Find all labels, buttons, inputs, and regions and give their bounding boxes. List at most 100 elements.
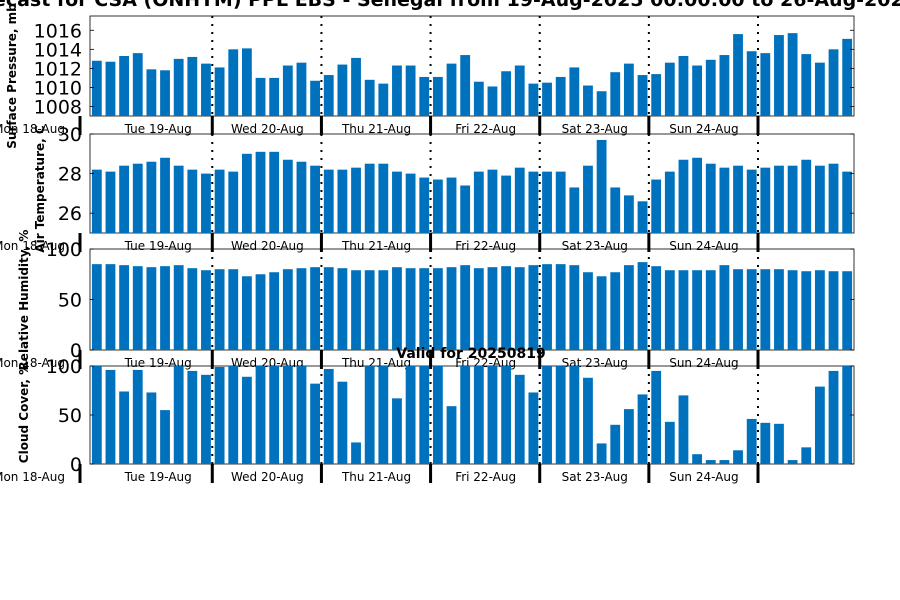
bar <box>774 423 784 464</box>
bar <box>787 33 798 116</box>
bar <box>814 62 825 116</box>
bar <box>187 370 198 464</box>
bar <box>828 370 839 464</box>
bar <box>460 366 471 464</box>
y-tick-label: 28 <box>58 164 82 186</box>
bar <box>814 270 825 350</box>
bar <box>241 376 252 464</box>
bar <box>623 409 634 464</box>
bar <box>119 391 130 464</box>
bar <box>542 264 552 350</box>
bar <box>678 270 689 350</box>
bar <box>814 386 825 464</box>
bar <box>296 161 307 233</box>
bar <box>146 267 157 350</box>
x-tick-label: Thu 21-Aug <box>341 122 411 136</box>
bar <box>337 268 348 350</box>
bar <box>132 163 143 233</box>
bar <box>310 80 321 116</box>
bar <box>828 49 839 116</box>
bar <box>432 179 443 233</box>
bar <box>473 268 484 350</box>
bar <box>555 76 566 116</box>
bar <box>91 169 102 233</box>
bar <box>692 270 703 350</box>
bar <box>91 264 102 350</box>
bar <box>801 447 812 464</box>
bar <box>569 187 580 233</box>
bar <box>378 163 389 233</box>
bar <box>201 270 211 350</box>
bar <box>132 266 143 350</box>
bar <box>446 267 457 350</box>
bar <box>651 179 662 233</box>
x-tick-label: Mon 18-Aug <box>0 239 65 253</box>
bar <box>760 53 771 116</box>
bar <box>651 370 662 464</box>
bar <box>596 91 607 116</box>
bar <box>842 366 853 464</box>
x-tick-label: Sun 24-Aug <box>669 122 738 136</box>
bar <box>473 366 484 464</box>
x-tick-label: Fri 22-Aug <box>455 356 516 370</box>
bar <box>746 418 757 464</box>
bar <box>405 65 416 116</box>
bar <box>842 171 853 233</box>
x-tick-label: Sun 24-Aug <box>669 239 738 253</box>
y-tick-label: 1014 <box>34 39 82 61</box>
bar <box>201 63 211 116</box>
axes-frame <box>89 15 855 117</box>
y-axis-label: Air Temperature, C <box>33 125 47 253</box>
bar <box>160 157 170 233</box>
bar <box>705 460 716 464</box>
bar <box>487 169 498 233</box>
bar <box>664 421 675 464</box>
bar <box>842 38 853 116</box>
bar <box>610 187 621 233</box>
bar <box>146 392 157 464</box>
bar <box>774 35 784 116</box>
bar <box>569 67 580 116</box>
bar <box>364 79 375 116</box>
bar <box>255 151 266 233</box>
bar <box>187 268 198 350</box>
bar <box>378 366 389 464</box>
y-tick-label: 30 <box>58 124 82 146</box>
bar <box>828 271 839 350</box>
bar <box>514 267 525 350</box>
bar <box>583 272 593 350</box>
x-tick-label: Sat 23-Aug <box>562 239 628 253</box>
bar <box>719 55 730 116</box>
bar <box>255 366 266 464</box>
bar <box>419 177 430 233</box>
bar <box>446 177 457 233</box>
x-tick-label: Mon 18-Aug <box>0 356 65 370</box>
y-tick-label: 1016 <box>34 20 82 42</box>
y-tick-label: 50 <box>58 405 82 427</box>
y-tick-label: 1010 <box>34 77 82 99</box>
bar <box>692 65 703 116</box>
bar <box>801 54 812 116</box>
bar <box>282 65 293 116</box>
bar <box>774 269 784 350</box>
bar <box>323 75 334 116</box>
bar <box>678 159 689 233</box>
bar <box>637 262 648 350</box>
bar <box>241 48 252 116</box>
bar <box>323 368 334 464</box>
bar <box>583 85 593 116</box>
x-tick-label: Tue 19-Aug <box>124 239 192 253</box>
bar <box>569 265 580 350</box>
bar <box>228 366 239 464</box>
bar <box>473 81 484 116</box>
bar <box>269 151 280 233</box>
bar <box>351 167 361 233</box>
bar <box>419 268 430 350</box>
bar <box>91 60 102 116</box>
y-axis-label: Surface Pressure, mb <box>5 3 19 149</box>
bar <box>460 185 471 233</box>
bar <box>228 171 239 233</box>
bar <box>760 167 771 233</box>
